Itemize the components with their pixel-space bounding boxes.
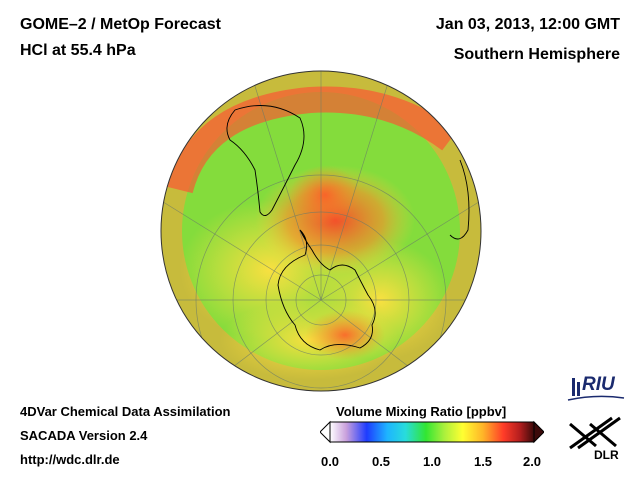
dlr-logo-text: DLR [594,448,619,462]
colorbar [320,420,544,444]
footer-line-2: SACADA Version 2.4 [20,428,148,443]
south-america-coastline [226,105,305,216]
riu-logo-text: RIU [582,374,615,395]
footer-url: http://wdc.dlr.de [20,452,120,467]
colorbar-tick-0: 0.0 [320,454,340,469]
africa-coastline [449,159,470,240]
riu-logo-icon [567,378,625,401]
colorbar-tick-2: 1.0 [422,454,442,469]
forecast-date: Jan 03, 2013, 12:00 GMT [435,16,620,33]
footer-line-1: 4DVar Chemical Data Assimilation [20,404,231,419]
antarctica-coastline [277,229,376,351]
colorbar-low-arrow [320,420,331,444]
oceania-coastline [449,329,458,356]
colorbar-gradient [329,421,535,443]
map-subtitle: HCl at 55.4 hPa [20,42,136,59]
hemisphere-label: Southern Hemisphere [453,46,620,63]
colorbar-title: Volume Mixing Ratio [ppbv] [336,404,507,419]
dlr-logo-icon [569,416,621,450]
colorbar-tick-3: 1.5 [473,454,493,469]
globe-map [160,70,482,392]
colorbar-tick-4: 2.0 [522,454,542,469]
colorbar-tick-1: 0.5 [371,454,391,469]
map-title: GOME–2 / MetOp Forecast [20,16,221,33]
colorbar-high-arrow [533,420,544,444]
